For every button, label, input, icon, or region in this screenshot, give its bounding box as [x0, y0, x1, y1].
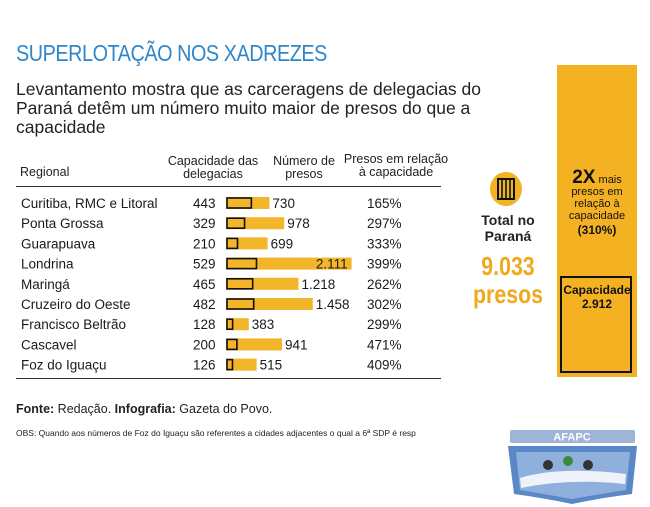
header-rule: [16, 186, 441, 187]
prisoners-bar: [226, 338, 282, 351]
row-capacity-label: 443: [193, 196, 216, 211]
prisoners-bar: [226, 257, 352, 270]
row-capacity-label: 465: [193, 277, 216, 292]
capacity-bar: [226, 257, 258, 270]
side-multiplier-block: 2X mais presos em relação à capacidade (…: [557, 168, 637, 237]
header-prisoners: Número de presos: [273, 154, 335, 181]
chart-title: SUPERLOTAÇÃO NOS XADREZES: [16, 40, 327, 66]
header-regional: Regional: [20, 165, 70, 179]
capacity-bar: [226, 237, 239, 250]
side-capacity-label: Capacidade: [563, 283, 631, 297]
prisoners-bar: [226, 358, 257, 371]
row-ratio-label: 333%: [367, 236, 402, 251]
row-capacity-label: 126: [193, 358, 216, 373]
row-regional-label: Guarapuava: [21, 236, 96, 251]
prisoners-value-label: 730: [272, 196, 295, 211]
capacity-bar: [226, 217, 246, 229]
row-ratio-label: 471%: [367, 337, 402, 352]
capacity-bar: [226, 318, 234, 331]
infografia-label: Infografia:: [114, 402, 176, 416]
header-ratio: Presos em relação à capacidade: [343, 152, 449, 179]
header-capacity: Capacidade das delegacias: [167, 154, 259, 181]
row-regional-label: Francisco Beltrão: [21, 317, 126, 332]
side-percent: (310%): [577, 223, 617, 237]
source-line: Fonte: Redação. Infografia: Gazeta do Po…: [16, 402, 272, 416]
row-regional-label: Londrina: [21, 257, 74, 272]
row-regional-label: Cruzeiro do Oeste: [21, 297, 131, 312]
afapc-logo: AFAPC: [508, 430, 637, 504]
source-label: Fonte:: [16, 402, 55, 416]
row-ratio-label: 302%: [367, 297, 402, 312]
jail-cell-icon: [490, 172, 522, 206]
row-capacity-label: 329: [193, 216, 216, 231]
table-bottom-rule: [16, 378, 441, 379]
row-regional-label: Ponta Grossa: [21, 216, 104, 231]
side-capacity: Capacidade 2.912: [562, 283, 632, 311]
prisoners-value-label: 941: [285, 337, 308, 352]
chart-subtitle: Levantamento mostra que as carceragens d…: [16, 79, 482, 137]
row-ratio-label: 299%: [367, 317, 402, 332]
side-capacity-value: 2.912: [581, 297, 613, 311]
logo-text: AFAPC: [553, 432, 590, 444]
prisoners-value-label: 1.458: [316, 297, 350, 312]
prisoners-value-label: 2.111: [316, 257, 348, 272]
row-ratio-label: 165%: [367, 196, 402, 211]
row-capacity-label: 200: [193, 337, 216, 352]
side-multiplier-text: mais presos em relação à capacidade: [568, 174, 626, 222]
prisoners-value-label: 699: [271, 236, 294, 251]
row-capacity-label: 128: [193, 317, 216, 332]
row-ratio-label: 409%: [367, 358, 402, 373]
row-ratio-label: 399%: [367, 257, 402, 272]
total-value: 9.033 presos: [472, 252, 544, 308]
side-capacity-box: [560, 276, 632, 373]
obs-note: OBS: Quando aos números de Foz do Iguaçu…: [16, 428, 416, 438]
total-value-number: 9.033: [481, 251, 535, 281]
row-ratio-label: 297%: [367, 216, 402, 231]
row-regional-label: Foz do Iguaçu: [21, 358, 107, 373]
row-regional-label: Curitiba, RMC e Litoral: [21, 196, 158, 211]
prisoners-value-label: 383: [252, 317, 275, 332]
total-label: Total no Paraná: [481, 212, 535, 244]
prisoners-value-label: 515: [260, 358, 283, 373]
capacity-bar: [226, 197, 253, 209]
row-ratio-label: 262%: [367, 277, 402, 292]
capacity-bar: [226, 338, 238, 351]
capacity-bar: [226, 358, 234, 371]
total-value-unit: presos: [473, 279, 543, 309]
capacity-bar: [226, 298, 255, 310]
prisoners-value-label: 1.218: [301, 277, 335, 292]
prisoners-value-label: 978: [287, 216, 310, 231]
row-capacity-label: 482: [193, 297, 216, 312]
source-value: Redação.: [57, 402, 112, 416]
capacity-bar: [226, 277, 254, 290]
row-regional-label: Maringá: [21, 277, 70, 292]
side-multiplier: 2X: [572, 167, 596, 188]
row-capacity-label: 529: [193, 257, 216, 272]
infografia-value: Gazeta do Povo.: [179, 402, 273, 416]
row-regional-label: Cascavel: [21, 337, 77, 352]
row-capacity-label: 210: [193, 236, 216, 251]
